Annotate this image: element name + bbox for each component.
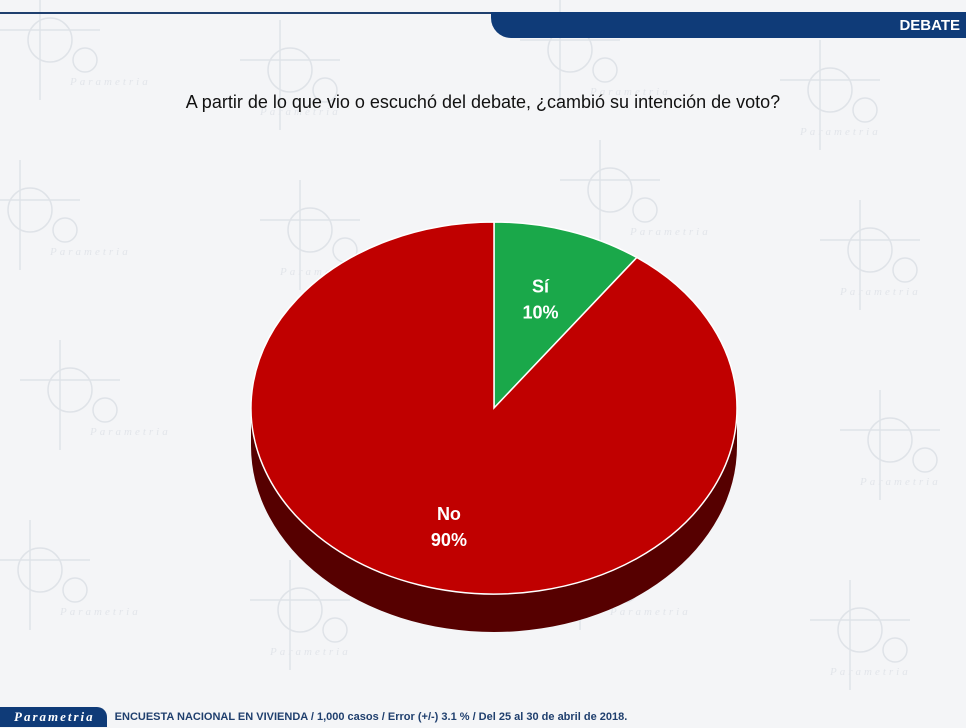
watermark-text: Parametria [839,286,921,298]
watermark-text: Parametria [269,646,351,658]
banner-title: DEBATE [899,17,960,34]
watermark-text: Parametria [59,606,141,618]
watermark-text: Parametria [589,86,671,98]
watermark-tile [0,0,100,100]
watermark-text: Parametria [799,126,881,138]
slice-value-label: 90% [431,530,467,550]
pie-slice-side [251,408,737,632]
pie-slice [250,221,738,595]
header-banner: DEBATE [491,12,966,38]
watermark-tile [840,390,940,500]
watermark-text: Parametria [259,106,341,118]
chart-title: A partir de lo que vio o escuchó del deb… [185,92,781,112]
watermark-text: Parametria [89,426,171,438]
watermark-tile [810,580,910,690]
slice-value-label: 10% [523,302,559,322]
footer-survey-note: ENCUESTA NACIONAL EN VIVIENDA / 1,000 ca… [114,711,628,723]
watermark-text: Parametria [629,226,711,238]
watermark-tile [780,40,880,150]
watermark-text: Parametria [49,246,131,258]
watermark-tile [0,160,80,270]
watermark-text: Parametria [69,76,151,88]
footer-brand-logo: Parametria [0,707,107,727]
watermark-tile [820,200,920,310]
watermark-tile [0,520,90,630]
header-rule [0,12,500,14]
watermark-text: Parametria [859,476,941,488]
watermark-text: Parametria [829,666,911,678]
watermark-tile [260,180,360,290]
pie-slice [493,221,639,410]
watermark-tile [560,140,660,250]
watermark-tile [250,560,350,670]
slice-category-label: No [437,504,461,524]
watermark-tile [20,340,120,450]
watermark-tile [240,20,340,130]
watermark-text: Parametria [609,606,691,618]
footer: Parametria ENCUESTA NACIONAL EN VIVIENDA… [0,706,966,728]
slice-category-label: Sí [532,276,550,296]
